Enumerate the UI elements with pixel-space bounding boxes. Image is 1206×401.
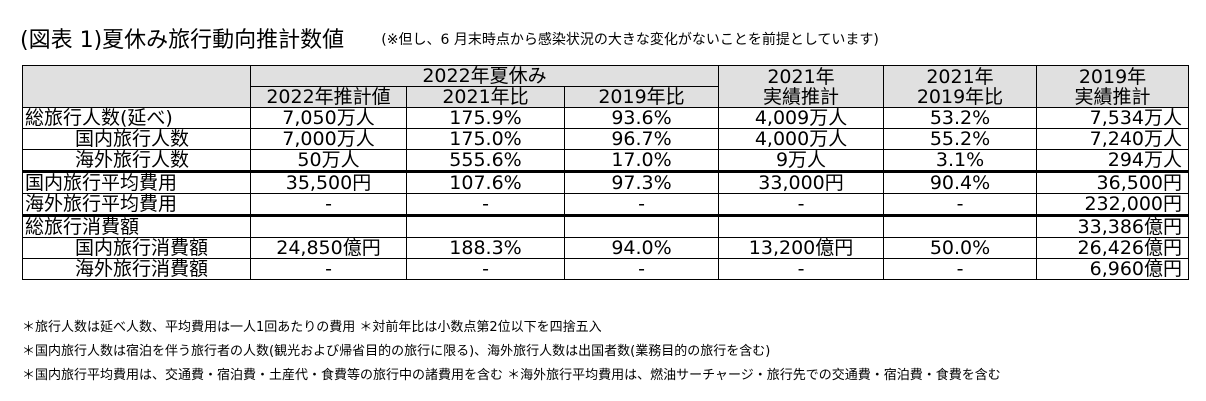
footnote: ＊旅行人数は延べ人数、平均費用は一人1回あたりの費用 ＊対前年比は小数点第2位以…	[22, 320, 602, 335]
footnote: ＊国内旅行平均費用は、交通費・宿泊費・土産代・食費等の旅行中の諸費用を含む ＊海…	[22, 368, 1001, 383]
cell: -	[250, 193, 407, 217]
header-2022-summer: 2022年夏休み	[249, 65, 720, 87]
cell: -	[563, 193, 720, 217]
header-2021-ratio: 2021年比	[406, 86, 565, 108]
row-label: 総旅行人数(延べ)	[22, 107, 251, 129]
table-row: 海外旅行人数 50万人 555.6% 17.0% 9万人 3.1% 294万人	[22, 149, 1190, 173]
header-2019-actual: 2019年 実績推計	[1036, 65, 1190, 108]
table-row: 海外旅行平均費用 - - - - - 232,000円	[22, 193, 1190, 217]
cell: 13,200億円	[718, 237, 885, 259]
cell: 33,386億円	[1036, 215, 1190, 238]
cell: 6,960億円	[1036, 258, 1190, 280]
cell: -	[406, 258, 565, 280]
header-2021-vs-2019: 2021年 2019年比	[883, 65, 1038, 108]
header-2021-actual: 2021年 実績推計	[718, 65, 885, 108]
table-row: 国内旅行人数 7,000万人 175.0% 96.7% 4,000万人 55.2…	[22, 128, 1190, 150]
cell: 4,000万人	[718, 128, 885, 150]
page-title: (図表 1)夏休み旅行動向推計数値	[20, 28, 345, 53]
table-row: 海外旅行消費額 - - - - - 6,960億円	[22, 258, 1190, 280]
cell: -	[718, 258, 885, 280]
cell: 50.0%	[883, 237, 1038, 259]
cell: 94.0%	[563, 237, 720, 259]
row-label: 海外旅行消費額	[22, 258, 251, 280]
subtitle-note: (※但し、6 月末時点から感染状況の大きな変化がないことを前提としています)	[381, 32, 879, 48]
header-2021-actual-line1: 2021年	[767, 65, 835, 88]
cell: -	[563, 258, 720, 280]
cell: 36,500円	[1036, 171, 1190, 194]
cell: 50万人	[250, 149, 407, 173]
header-2021-vs-2019-line2: 2019年比	[916, 85, 1004, 108]
footnotes: ＊旅行人数は延べ人数、平均費用は一人1回あたりの費用 ＊対前年比は小数点第2位以…	[22, 318, 1001, 390]
cell: 53.2%	[883, 107, 1038, 129]
cell: 232,000円	[1036, 193, 1190, 217]
table-row: 国内旅行消費額 24,850億円 188.3% 94.0% 13,200億円 5…	[22, 237, 1190, 259]
header-2022-estimate: 2022年推計値	[250, 86, 407, 108]
row-label: 海外旅行平均費用	[22, 193, 251, 217]
cell	[563, 215, 720, 238]
cell: 3.1%	[883, 149, 1038, 173]
header-2019-actual-line1: 2019年	[1078, 65, 1147, 88]
header-2019-actual-line2: 実績推計	[1074, 85, 1151, 108]
cell: -	[883, 258, 1038, 280]
row-label: 国内旅行平均費用	[22, 171, 251, 194]
cell: 24,850億円	[250, 237, 407, 259]
cell: 188.3%	[406, 237, 565, 259]
cell: 7,240万人	[1036, 128, 1190, 150]
cell: -	[883, 193, 1038, 217]
cell	[406, 215, 565, 238]
cell: 107.6%	[406, 171, 565, 194]
cell	[883, 215, 1038, 238]
cell: 4,009万人	[718, 107, 885, 129]
cell: 9万人	[718, 149, 885, 173]
cell: 294万人	[1036, 149, 1190, 173]
cell: 555.6%	[406, 149, 565, 173]
cell: 175.0%	[406, 128, 565, 150]
cell: -	[250, 258, 407, 280]
header-2021-actual-line2: 実績推計	[763, 85, 840, 108]
cell: 17.0%	[563, 149, 720, 173]
cell: 93.6%	[563, 107, 720, 129]
cell: -	[406, 193, 565, 217]
row-label: 国内旅行人数	[22, 128, 251, 150]
cell: -	[718, 193, 885, 217]
cell: 26,426億円	[1036, 237, 1190, 259]
cell: 55.2%	[883, 128, 1038, 150]
row-label: 海外旅行人数	[22, 149, 251, 173]
cell: 90.4%	[883, 171, 1038, 194]
title-row: (図表 1)夏休み旅行動向推計数値 (※但し、6 月末時点から感染状況の大きな変…	[20, 22, 1200, 54]
cell: 35,500円	[250, 171, 407, 194]
cell: 97.3%	[563, 171, 720, 194]
table-row: 総旅行人数(延べ) 7,050万人 175.9% 93.6% 4,009万人 5…	[22, 107, 1190, 129]
cell: 7,000万人	[250, 128, 407, 150]
cell: 7,050万人	[250, 107, 407, 129]
cell	[250, 215, 407, 238]
table-row: 国内旅行平均費用 35,500円 107.6% 97.3% 33,000円 90…	[22, 171, 1190, 194]
data-table: 2022年夏休み 2021年 実績推計 2021年 2019年比 2019年 実…	[22, 65, 1190, 280]
cell: 33,000円	[718, 171, 885, 194]
cell	[718, 215, 885, 238]
table-row: 総旅行消費額 33,386億円	[22, 215, 1190, 238]
cell: 96.7%	[563, 128, 720, 150]
footnote: ＊国内旅行人数は宿泊を伴う旅行者の人数(観光および帰省目的の旅行に限る)、海外旅…	[22, 344, 771, 359]
header-corner-cell	[22, 65, 251, 108]
header-2019-ratio: 2019年比	[563, 86, 720, 108]
cell: 7,534万人	[1036, 107, 1190, 129]
cell: 175.9%	[406, 107, 565, 129]
row-label: 国内旅行消費額	[22, 237, 251, 259]
row-label: 総旅行消費額	[22, 215, 251, 238]
header-2021-vs-2019-line1: 2021年	[926, 65, 994, 88]
